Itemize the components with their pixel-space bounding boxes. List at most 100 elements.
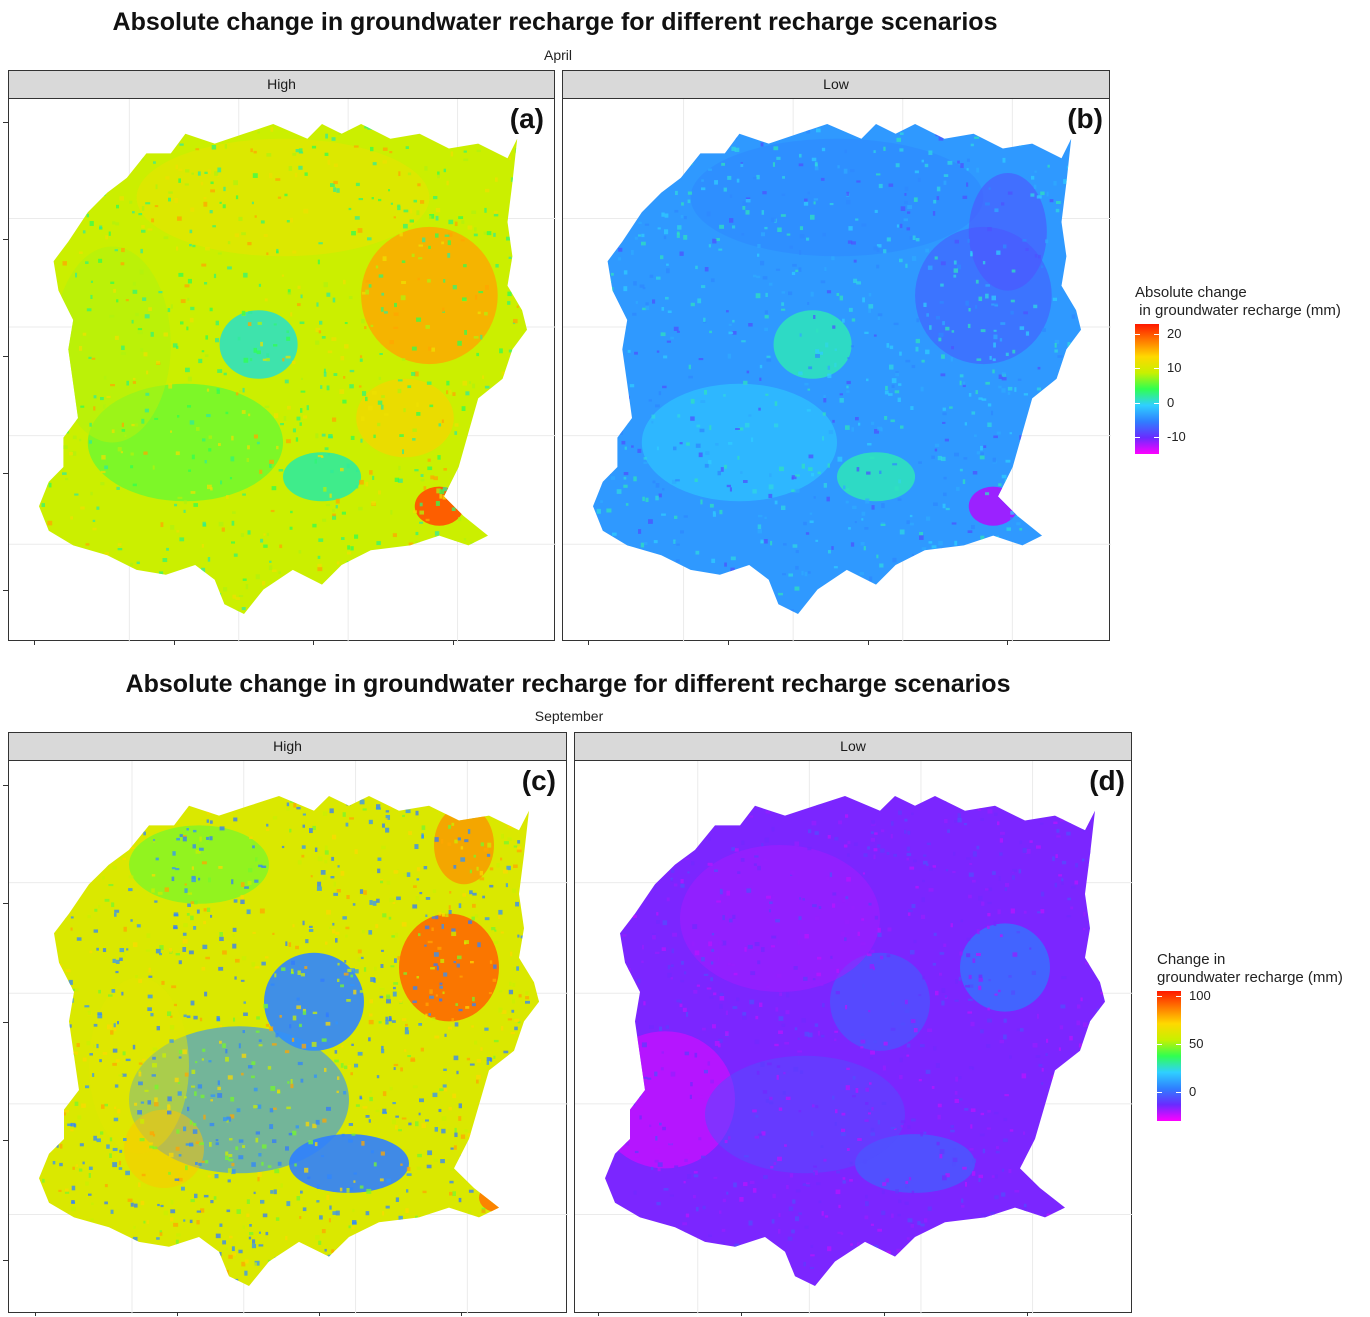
- map-d-speckle: [845, 814, 849, 818]
- map-b-speckle: [954, 540, 958, 546]
- map-b-speckle: [861, 223, 867, 227]
- map-c-speckle: [441, 1116, 447, 1121]
- map-d-speckle: [1023, 910, 1027, 914]
- map-d-speckle: [1041, 1068, 1044, 1072]
- map-d-speckle: [778, 1030, 783, 1034]
- map-d-speckle: [661, 1051, 664, 1054]
- map-d-speckle: [922, 860, 928, 865]
- map-c-speckle: [350, 974, 354, 978]
- map-c-speckle: [275, 1217, 280, 1221]
- map-c-speckle: [138, 1062, 143, 1065]
- map-a-speckle: [451, 507, 456, 512]
- map-d-speckle: [886, 852, 890, 855]
- map-c-speckle: [187, 903, 191, 907]
- map-a-speckle: [213, 273, 217, 279]
- map-c-speckle: [96, 947, 99, 951]
- map-c-speckle: [439, 982, 443, 985]
- map-a-speckle: [483, 231, 488, 235]
- map-d-speckle: [757, 865, 761, 871]
- map-a-speckle: [318, 242, 323, 245]
- map-c-speckle: [63, 853, 67, 857]
- map-c-speckle: [396, 896, 401, 901]
- map-d-speckle: [844, 920, 850, 925]
- map-a-speckle: [448, 232, 453, 237]
- map-d-speckle: [842, 900, 846, 903]
- map-d-speckle: [870, 1223, 874, 1226]
- map-d-speckle: [626, 1215, 631, 1219]
- map-b-speckle: [943, 492, 947, 497]
- map-a-speckle: [120, 352, 126, 355]
- map-b-speckle: [601, 161, 604, 166]
- legend-april-tick-mark-right-2: [1154, 402, 1159, 404]
- map-d-speckle: [803, 976, 808, 981]
- map-c-speckle: [493, 1055, 496, 1059]
- map-c-speckle: [530, 930, 534, 933]
- map-c-speckle: [301, 845, 306, 849]
- map-c-speckle: [83, 1221, 87, 1225]
- map-d-speckle: [868, 902, 872, 906]
- map-d-speckle: [1060, 812, 1064, 817]
- map-d-speckle: [904, 999, 908, 1005]
- map-a-speckle: [493, 125, 498, 131]
- map-b-speckle: [848, 226, 853, 231]
- map-c-speckle: [219, 1223, 223, 1227]
- map-a-speckle: [462, 584, 466, 587]
- map-d-speckle: [721, 1228, 726, 1232]
- map-c-speckle: [331, 834, 337, 840]
- map-a-speckle: [284, 379, 289, 384]
- map-a-speckle: [436, 568, 441, 572]
- map-d-speckle: [968, 872, 974, 877]
- map-c-speckle: [193, 926, 197, 930]
- map-d-speckle: [905, 1180, 909, 1184]
- map-d-speckle: [659, 1026, 662, 1031]
- map-d-speckle: [921, 897, 925, 903]
- map-a-speckle: [290, 217, 293, 223]
- map-c-speckle: [384, 1229, 388, 1234]
- map-c-speckle: [138, 1081, 143, 1086]
- map-d-speckle: [847, 853, 850, 857]
- map-b-speckle: [714, 180, 718, 185]
- map-c-speckle: [534, 1025, 537, 1031]
- map-a-speckle: [131, 423, 135, 427]
- map-c-speckle: [523, 1154, 528, 1157]
- map-b-speckle: [985, 381, 990, 385]
- map-d-speckle: [957, 1098, 963, 1101]
- map-c-speckle: [473, 854, 476, 858]
- map-b-speckle: [953, 268, 959, 273]
- map-c-speckle: [341, 1133, 345, 1137]
- map-c-speckle: [103, 1238, 106, 1242]
- map-c-speckle: [287, 1081, 290, 1084]
- map-c-speckle: [70, 916, 74, 919]
- map-d-speckle: [717, 957, 720, 962]
- map-b-speckle: [643, 461, 648, 464]
- x-axis-tick-b-0: [588, 641, 589, 645]
- map-c-speckle: [392, 901, 396, 904]
- map-b-speckle: [1007, 386, 1013, 391]
- map-d-speckle: [1067, 897, 1071, 901]
- map-b-speckle: [934, 448, 938, 452]
- map-a-speckle: [522, 510, 527, 514]
- map-c-speckle: [122, 1051, 126, 1056]
- map-a-speckle: [315, 327, 321, 333]
- map-d-speckle: [987, 901, 992, 905]
- map-d-speckle: [834, 1038, 837, 1042]
- map-c-speckle: [201, 1058, 204, 1061]
- map-c-speckle: [348, 1138, 353, 1143]
- map-d-speckle: [1071, 1158, 1075, 1162]
- map-d-speckle: [1095, 945, 1100, 950]
- map-a-speckle: [67, 197, 71, 200]
- map-c-speckle: [200, 1208, 205, 1213]
- map-c-speckle: [67, 835, 71, 840]
- map-c-speckle: [340, 984, 345, 988]
- map-c-speckle: [475, 1281, 480, 1285]
- map-b-speckle: [686, 442, 690, 446]
- legend-colorbar-september: [1157, 991, 1181, 1121]
- map-b-speckle: [700, 499, 703, 505]
- map-c-speckle: [471, 916, 475, 921]
- map-a-speckle: [292, 250, 297, 254]
- map-a-speckle: [378, 274, 384, 278]
- map-c-speckle: [113, 1117, 119, 1122]
- map-b-speckle: [993, 329, 997, 332]
- map-d-speckle: [725, 912, 728, 918]
- map-c-speckle: [206, 836, 210, 840]
